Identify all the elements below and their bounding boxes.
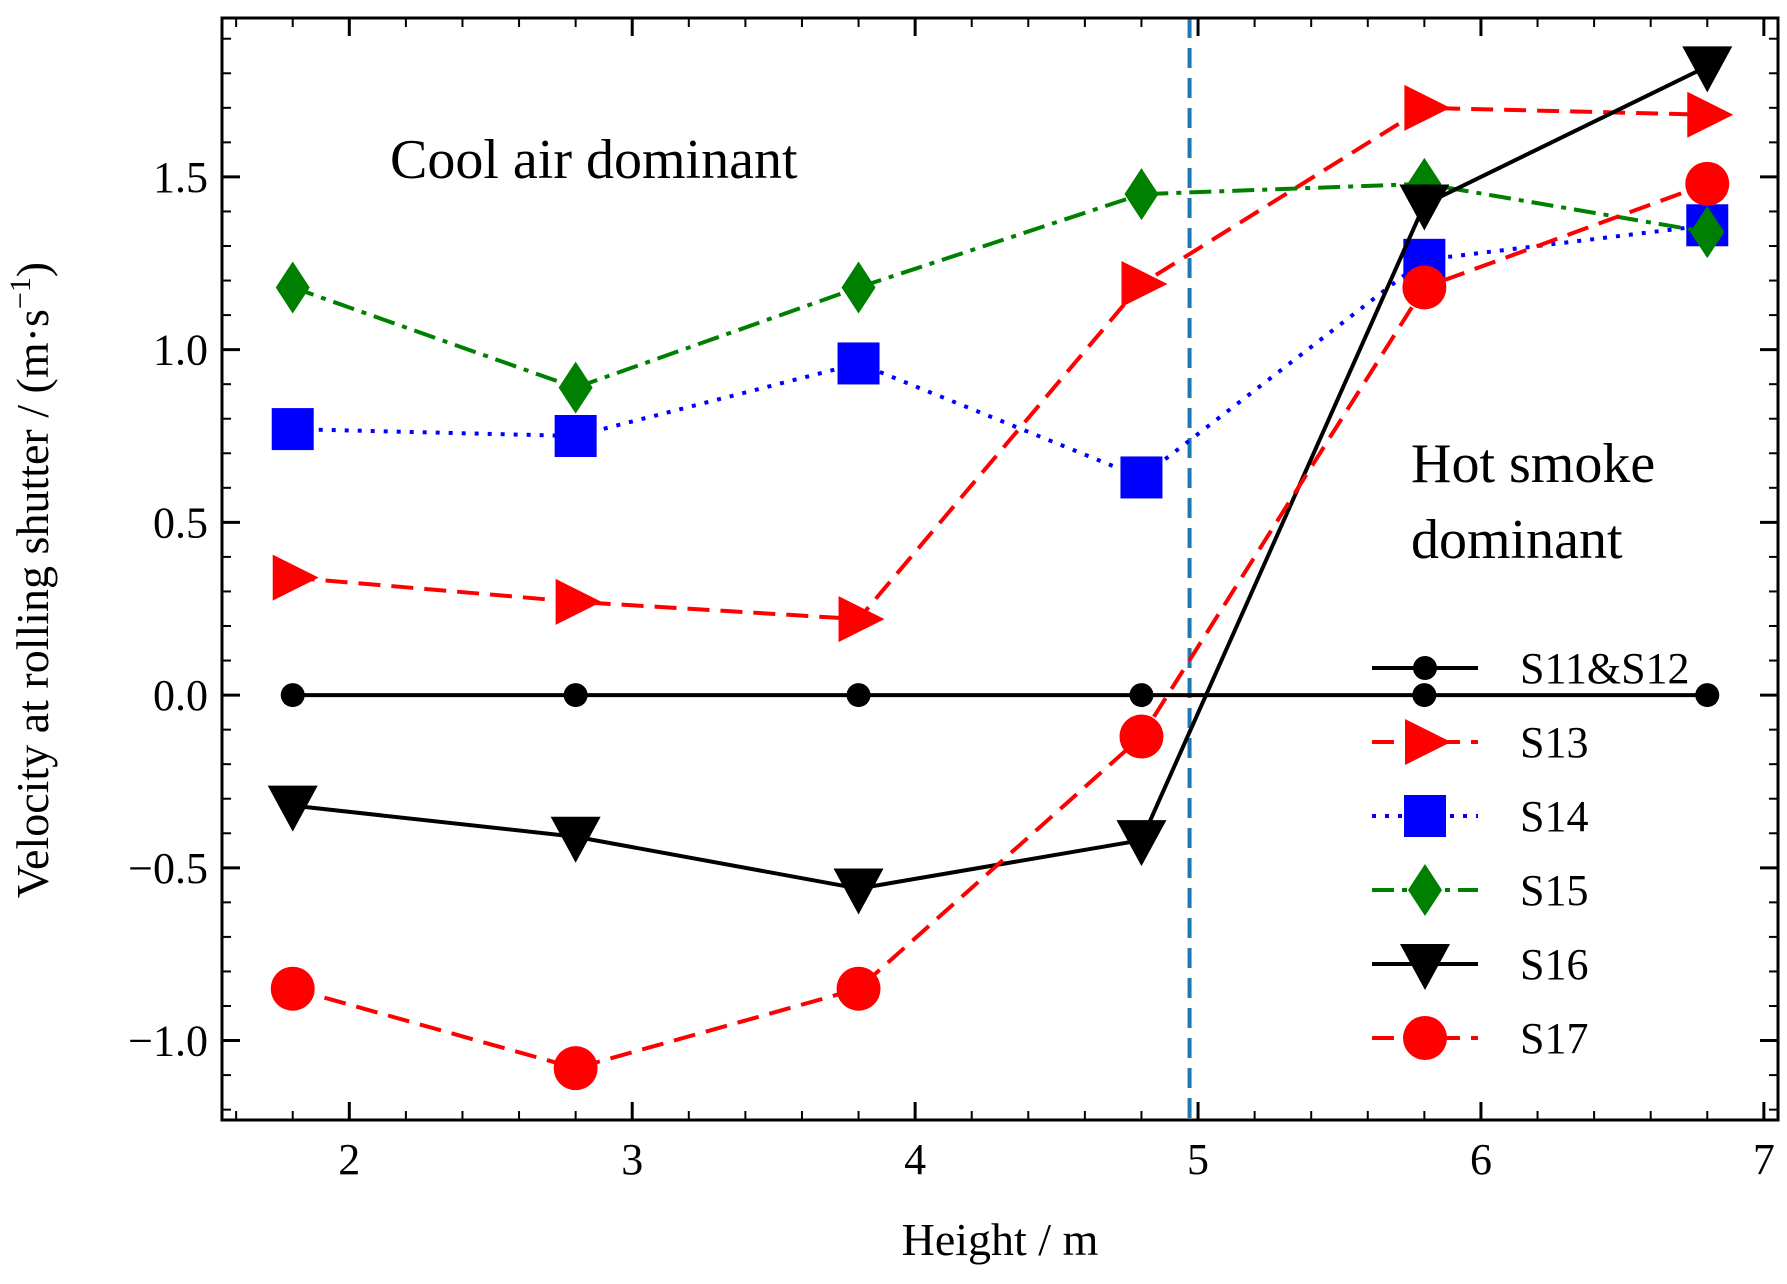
- data-point: [280, 683, 305, 708]
- annotation-hot-smoke-line1: Hot smoke: [1411, 433, 1655, 495]
- data-point: [1682, 46, 1733, 93]
- legend-entry-s16: S16: [1372, 940, 1588, 990]
- y-tick-label: 0.5: [153, 498, 208, 547]
- axis-labels: Height / m Velocity at rolling shutter /…: [4, 262, 1099, 1265]
- data-point: [1129, 683, 1154, 708]
- data-point: [267, 785, 318, 832]
- data-point: [1119, 714, 1164, 759]
- data-point: [563, 683, 588, 708]
- y-tick-label: −1.0: [128, 1017, 208, 1066]
- annotation-hot-smoke-line2: dominant: [1411, 509, 1623, 571]
- data-point: [1121, 261, 1168, 307]
- legend-marker: [1413, 656, 1437, 680]
- y-axis-label-close: ): [7, 262, 58, 277]
- data-point: [1402, 265, 1447, 310]
- data-point: [1687, 91, 1734, 138]
- data-point: [1399, 184, 1450, 231]
- data-point: [837, 342, 880, 385]
- legend-label: S15: [1520, 866, 1588, 915]
- data-point: [271, 408, 314, 451]
- data-point: [270, 966, 315, 1011]
- series-s14: [271, 204, 1729, 499]
- x-tick-label: 7: [1753, 1135, 1775, 1184]
- data-point: [555, 578, 602, 625]
- legend-entry-s17: S17: [1372, 1014, 1588, 1063]
- series-line: [292, 105, 1708, 622]
- legend-entry-s13: S13: [1372, 718, 1588, 767]
- data-point: [1120, 456, 1163, 499]
- data-point: [554, 415, 597, 457]
- legend-label: S14: [1520, 792, 1588, 841]
- legend-label: S17: [1520, 1014, 1588, 1063]
- x-tick-label: 2: [338, 1135, 360, 1184]
- y-tick-label: −0.5: [128, 844, 208, 893]
- data-point: [833, 868, 884, 915]
- data-point: [836, 966, 881, 1011]
- series-group: [267, 46, 1734, 1091]
- legend-marker: [1403, 1016, 1447, 1060]
- x-tick-label: 6: [1470, 1135, 1492, 1184]
- data-point: [1695, 683, 1720, 708]
- x-tick-label: 3: [621, 1135, 643, 1184]
- series-line: [292, 181, 1708, 390]
- data-point: [1124, 168, 1159, 221]
- legend-marker: [1408, 864, 1442, 916]
- y-tick-label: 1.0: [153, 326, 208, 375]
- y-tick-label: 1.5: [153, 153, 208, 202]
- series-line: [292, 223, 1708, 480]
- data-point: [553, 1046, 598, 1091]
- data-point: [558, 361, 593, 414]
- legend-marker: [1400, 944, 1450, 990]
- legend-label: S16: [1520, 940, 1588, 989]
- legend-label: S11&S12: [1520, 644, 1690, 693]
- annotation-cool-air: Cool air dominant: [390, 129, 798, 191]
- series-s11-s12: [280, 683, 1720, 708]
- series-line: [292, 181, 1708, 1071]
- legend-marker: [1404, 795, 1446, 837]
- x-tick-label: 4: [904, 1135, 926, 1184]
- data-point: [846, 683, 871, 708]
- data-point: [841, 261, 876, 314]
- legend-marker: [1405, 719, 1451, 765]
- data-point: [1412, 683, 1437, 708]
- legend: S11&S12 S13 S14 S15 S16 S17: [1372, 644, 1690, 1063]
- data-point: [272, 554, 319, 601]
- data-point: [1690, 206, 1725, 259]
- y-axis-label-main: Velocity at rolling shutter / (m·s: [7, 309, 58, 898]
- series-s15: [275, 157, 1725, 414]
- legend-label: S13: [1520, 718, 1588, 767]
- data-point: [1685, 161, 1730, 206]
- legend-entry-s11-s12: S11&S12: [1372, 644, 1690, 693]
- annotation-group: Cool air dominant Hot smoke dominant: [390, 129, 1655, 571]
- data-point: [838, 596, 885, 643]
- x-tick-label: 5: [1187, 1135, 1209, 1184]
- y-axis-label: Velocity at rolling shutter / (m·s−1): [4, 262, 58, 898]
- legend-entry-s14: S14: [1372, 792, 1588, 841]
- y-tick-label: 0.0: [153, 671, 208, 720]
- data-point: [275, 261, 310, 314]
- series-s17: [270, 161, 1730, 1091]
- data-point: [550, 816, 601, 863]
- legend-entry-s15: S15: [1372, 864, 1588, 916]
- data-point: [1116, 820, 1167, 867]
- data-point: [1404, 84, 1451, 131]
- plot-frame: [220, 16, 1780, 1122]
- axes-group: 2 3 4 5 6 7 −1.0 −0.5 0.0 0.5 1.0 1.5: [128, 16, 1780, 1184]
- series-s13: [272, 84, 1734, 643]
- y-axis-label-sup: −1: [4, 277, 37, 309]
- x-axis-label: Height / m: [902, 1214, 1099, 1265]
